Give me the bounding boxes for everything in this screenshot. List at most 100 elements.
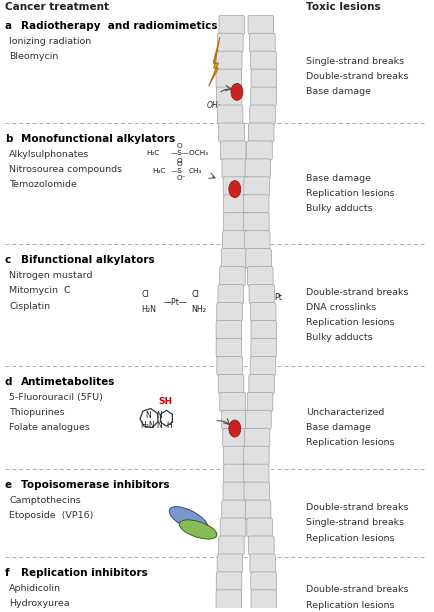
FancyBboxPatch shape: [245, 500, 270, 520]
FancyBboxPatch shape: [250, 321, 276, 340]
Text: Temozolomide: Temozolomide: [9, 180, 77, 189]
FancyBboxPatch shape: [219, 392, 245, 411]
Text: b: b: [5, 134, 13, 144]
Polygon shape: [208, 37, 219, 86]
FancyBboxPatch shape: [250, 302, 275, 322]
Text: Double-strand breaks: Double-strand breaks: [306, 585, 408, 594]
Text: Base damage: Base damage: [306, 174, 370, 182]
Text: Base damage: Base damage: [306, 87, 370, 96]
Text: Cl: Cl: [191, 290, 199, 299]
FancyBboxPatch shape: [243, 195, 268, 214]
FancyBboxPatch shape: [250, 356, 275, 376]
FancyBboxPatch shape: [217, 285, 243, 304]
FancyBboxPatch shape: [221, 500, 247, 520]
FancyBboxPatch shape: [223, 213, 249, 232]
Text: Replication lesions: Replication lesions: [306, 318, 394, 327]
Text: Replication lesions: Replication lesions: [306, 600, 394, 610]
FancyBboxPatch shape: [223, 464, 249, 483]
Text: O: O: [177, 143, 182, 149]
FancyBboxPatch shape: [247, 267, 273, 286]
FancyBboxPatch shape: [216, 590, 241, 609]
FancyBboxPatch shape: [249, 105, 275, 124]
Text: d: d: [5, 377, 13, 387]
FancyBboxPatch shape: [243, 446, 269, 465]
FancyBboxPatch shape: [250, 69, 276, 88]
Text: e: e: [5, 480, 12, 490]
Text: 5-Fluorouracil (5FU): 5-Fluorouracil (5FU): [9, 393, 103, 401]
Text: O⁻: O⁻: [177, 175, 186, 181]
FancyBboxPatch shape: [219, 267, 245, 286]
FancyBboxPatch shape: [248, 375, 274, 394]
FancyBboxPatch shape: [223, 177, 248, 196]
Text: a: a: [5, 21, 12, 31]
Text: Hydroxyurea: Hydroxyurea: [9, 599, 70, 608]
FancyBboxPatch shape: [220, 518, 245, 537]
Text: Bulky adducts: Bulky adducts: [306, 333, 372, 342]
Text: Nitrogen mustard: Nitrogen mustard: [9, 271, 92, 280]
FancyBboxPatch shape: [243, 213, 269, 232]
Text: —Pt—: —Pt—: [164, 297, 187, 307]
Text: H₂N: H₂N: [140, 421, 154, 430]
Text: c: c: [5, 255, 11, 266]
Text: Replication lesions: Replication lesions: [306, 438, 394, 447]
FancyBboxPatch shape: [218, 375, 243, 394]
Text: Cancer treatment: Cancer treatment: [5, 2, 108, 12]
Text: Double-strand breaks: Double-strand breaks: [306, 288, 408, 297]
FancyBboxPatch shape: [243, 464, 268, 483]
Text: SH: SH: [158, 397, 172, 406]
Text: Radiotherapy  and radiomimetics: Radiotherapy and radiomimetics: [21, 21, 217, 31]
Text: N: N: [156, 411, 161, 420]
Text: H: H: [166, 421, 172, 430]
FancyBboxPatch shape: [216, 87, 241, 106]
Text: —S—OCH₃: —S—OCH₃: [170, 150, 208, 156]
FancyBboxPatch shape: [216, 302, 242, 322]
FancyBboxPatch shape: [246, 141, 272, 160]
Text: O: O: [177, 157, 182, 163]
Text: Thiopurines: Thiopurines: [9, 408, 65, 417]
Text: OH·: OH·: [206, 101, 220, 110]
Text: H₃C: H₃C: [145, 150, 159, 156]
Text: Double-strand breaks: Double-strand breaks: [306, 503, 408, 512]
FancyBboxPatch shape: [250, 590, 276, 609]
Text: Bulky adducts: Bulky adducts: [306, 204, 372, 213]
Text: f: f: [5, 569, 10, 578]
Text: Camptothecins: Camptothecins: [9, 496, 81, 505]
Text: H₂N: H₂N: [141, 305, 156, 314]
FancyBboxPatch shape: [216, 51, 241, 70]
FancyBboxPatch shape: [243, 482, 269, 501]
FancyBboxPatch shape: [222, 231, 248, 250]
FancyBboxPatch shape: [217, 554, 242, 573]
Text: Replication lesions: Replication lesions: [306, 534, 394, 543]
FancyBboxPatch shape: [250, 554, 275, 573]
FancyBboxPatch shape: [222, 428, 248, 447]
FancyBboxPatch shape: [244, 231, 270, 250]
Text: Bleomycin: Bleomycin: [9, 53, 59, 61]
FancyBboxPatch shape: [221, 248, 247, 268]
FancyBboxPatch shape: [250, 572, 276, 591]
FancyBboxPatch shape: [220, 141, 246, 160]
FancyBboxPatch shape: [223, 195, 249, 214]
FancyBboxPatch shape: [248, 123, 273, 142]
FancyBboxPatch shape: [216, 572, 241, 591]
Ellipse shape: [169, 507, 207, 532]
Text: Toxic lesions: Toxic lesions: [306, 2, 380, 12]
Text: Alkylsulphonates: Alkylsulphonates: [9, 149, 89, 159]
FancyBboxPatch shape: [247, 15, 273, 34]
Text: Aphidicolin: Aphidicolin: [9, 584, 61, 593]
Text: N: N: [156, 421, 161, 430]
FancyBboxPatch shape: [217, 33, 243, 53]
FancyBboxPatch shape: [249, 33, 275, 53]
Text: CH₃: CH₃: [188, 168, 201, 174]
Text: NH₂: NH₂: [191, 305, 206, 314]
Text: Double-strand breaks: Double-strand breaks: [306, 72, 408, 81]
FancyBboxPatch shape: [218, 536, 243, 555]
Text: Single-strand breaks: Single-strand breaks: [306, 56, 403, 65]
Text: Ionizing radiation: Ionizing radiation: [9, 37, 91, 46]
Text: Uncharacterized: Uncharacterized: [306, 408, 384, 417]
FancyBboxPatch shape: [216, 321, 241, 340]
FancyBboxPatch shape: [245, 410, 270, 430]
Text: Mitomycin  C: Mitomycin C: [9, 286, 71, 296]
FancyBboxPatch shape: [221, 410, 247, 430]
Text: Folate analogues: Folate analogues: [9, 423, 90, 432]
Text: Replication inhibitors: Replication inhibitors: [21, 569, 148, 578]
